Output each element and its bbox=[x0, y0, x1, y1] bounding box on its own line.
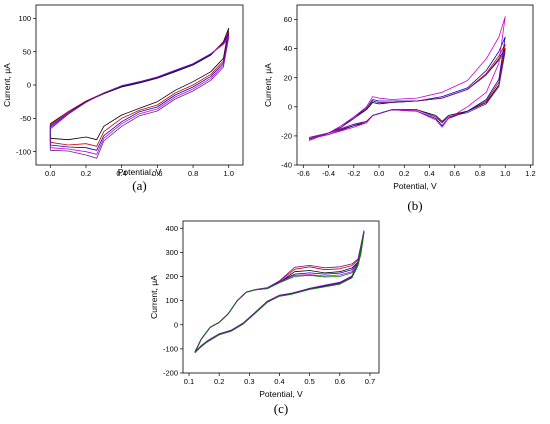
x-tick-label: 0.6 bbox=[450, 169, 460, 178]
x-tick-label: 0.0 bbox=[374, 169, 384, 178]
x-tick-label: 0.6 bbox=[152, 169, 162, 178]
x-tick-label: 0.4 bbox=[424, 169, 434, 178]
x-axis-label: Potential, V bbox=[259, 389, 303, 399]
x-tick-label: 0.7 bbox=[365, 377, 375, 386]
x-tick-label: 0.2 bbox=[214, 377, 224, 386]
x-tick-label: 0.6 bbox=[335, 377, 345, 386]
panel-label: (a) bbox=[132, 178, 146, 193]
x-tick-label: 1.2 bbox=[525, 169, 535, 178]
x-tick-label: -0.6 bbox=[297, 169, 310, 178]
cv-series-line bbox=[194, 233, 365, 353]
cv-series-line bbox=[309, 51, 506, 140]
cv-series-line bbox=[49, 37, 230, 159]
y-tick-label: -20 bbox=[281, 132, 292, 141]
x-tick-label: 1.0 bbox=[500, 169, 510, 178]
chart-panel-a: 0.0 0.2 0.4 0.6 0.8 1.0 100 50 0 -50 -100 Potential… bbox=[2, 4, 244, 193]
y-tick-label: 0 bbox=[174, 320, 178, 329]
y-tick-label: 100 bbox=[165, 296, 178, 305]
x-tick-label: 1.0 bbox=[224, 169, 234, 178]
x-tick-label: -0.4 bbox=[322, 169, 335, 178]
x-tick-label: 0.4 bbox=[274, 377, 284, 386]
y-axis-label: Current, μA bbox=[2, 63, 12, 107]
y-tick-label: 0 bbox=[288, 102, 292, 111]
x-axis-label: Potential, V bbox=[118, 167, 162, 177]
x-tick-label: 0.8 bbox=[188, 169, 198, 178]
cv-series-line bbox=[49, 27, 230, 141]
plot-frame bbox=[35, 4, 244, 166]
y-axis-label: Current, μA bbox=[149, 275, 159, 319]
panel-label: (c) bbox=[274, 401, 288, 416]
x-tick-label: 0.8 bbox=[475, 169, 485, 178]
cv-series-line bbox=[309, 36, 506, 141]
cv-series-line bbox=[49, 33, 230, 151]
y-tick-label: -200 bbox=[163, 369, 178, 378]
chart-panel-c: 0.1 0.2 0.3 0.4 0.5 0.6 0.7 400 300 200 100 0 -100 -2… bbox=[149, 220, 380, 416]
x-tick-label: 0.0 bbox=[45, 169, 55, 178]
x-tick-label: 0.2 bbox=[81, 169, 91, 178]
cv-series-line bbox=[49, 35, 230, 155]
y-tick-label: 60 bbox=[284, 15, 292, 24]
y-tick-label: 400 bbox=[165, 224, 178, 233]
x-tick-label: 0.3 bbox=[244, 377, 254, 386]
y-tick-label: -50 bbox=[20, 114, 31, 123]
x-axis-label: Potential, V bbox=[393, 181, 437, 191]
y-tick-label: 0 bbox=[27, 81, 31, 90]
y-tick-label: 20 bbox=[284, 73, 292, 82]
x-tick-label: -0.2 bbox=[347, 169, 360, 178]
y-tick-label: -40 bbox=[281, 161, 292, 170]
y-tick-label: 50 bbox=[23, 47, 31, 56]
y-axis-label: Current, μA bbox=[263, 63, 273, 107]
x-tick-label: 0.2 bbox=[399, 169, 409, 178]
plot-frame bbox=[296, 4, 534, 166]
y-tick-label: -100 bbox=[163, 344, 178, 353]
y-tick-label: 100 bbox=[18, 14, 31, 23]
cv-series-line bbox=[309, 43, 506, 140]
plot-frame bbox=[182, 220, 380, 374]
cv-series-line bbox=[49, 31, 230, 147]
x-tick-label: 0.1 bbox=[184, 377, 194, 386]
x-tick-label: 0.4 bbox=[116, 169, 126, 178]
cv-series-line bbox=[309, 48, 506, 140]
y-tick-label: 200 bbox=[165, 272, 178, 281]
cv-series-line bbox=[309, 16, 506, 141]
chart-panel-b: -0.6 -0.4 -0.2 0.0 0.2 0.4 0.6 0.8 1.0 1.2 60 40 20 0… bbox=[263, 4, 536, 213]
panel-label: (b) bbox=[407, 198, 422, 213]
y-tick-label: 40 bbox=[284, 44, 292, 53]
y-tick-label: -100 bbox=[16, 147, 31, 156]
y-tick-label: 300 bbox=[165, 248, 178, 257]
x-tick-label: 0.5 bbox=[304, 377, 314, 386]
